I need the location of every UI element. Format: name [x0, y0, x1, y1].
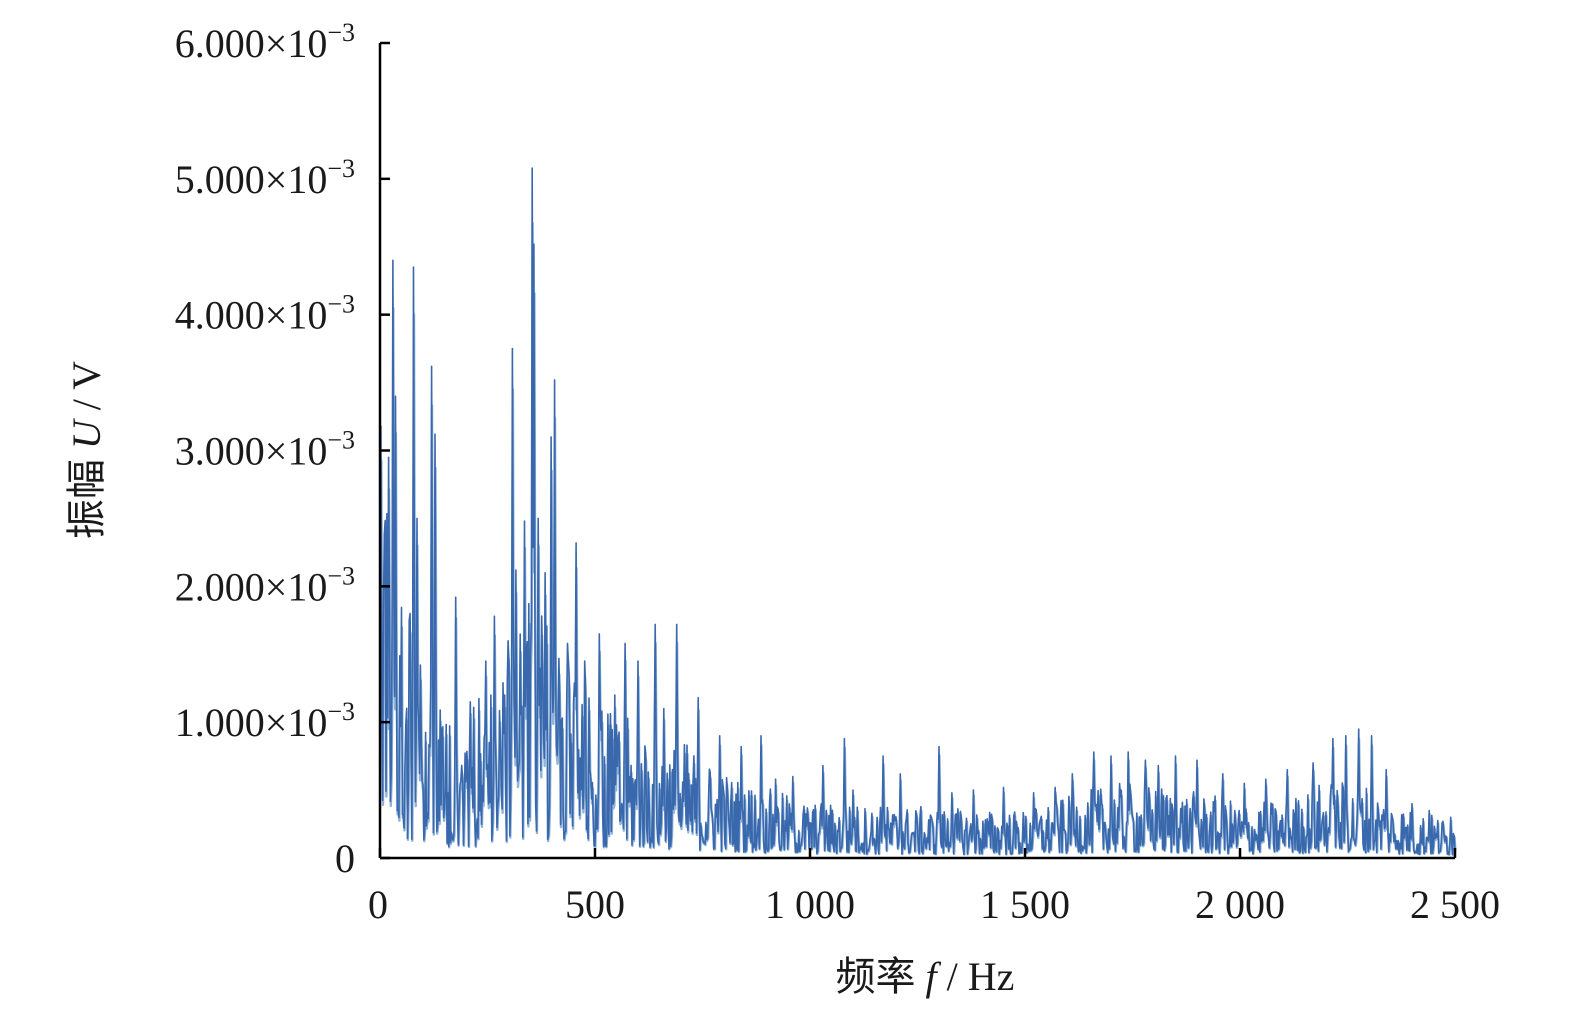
x-ticks: 0 500 1 000 1 500 2 000 2 500 [368, 848, 1500, 927]
y-tick-label-exponent: −3 [327, 697, 355, 726]
y-tick-label: 0 [335, 836, 355, 881]
y-tick-label: 1.000×10−3 [175, 697, 355, 745]
y-tick-label-mantissa: 4.000×10 [175, 293, 328, 338]
spectrum-line [379, 167, 1456, 856]
x-tick-label: 0 [368, 882, 388, 927]
x-axis-title: 频率 f / Hz [836, 954, 1015, 999]
y-tick-label-exponent: −3 [327, 561, 355, 590]
y-tick-label-mantissa: 3.000×10 [175, 429, 328, 474]
y-tick-label-exponent: −3 [327, 18, 355, 47]
axes: 01.000×10−32.000×10−33.000×10−34.000×10−… [175, 18, 1500, 927]
y-axis-title-variable: U [64, 417, 109, 449]
x-axis-title-variable: f [926, 954, 942, 999]
y-axis-title-prefix: 振幅 [64, 449, 109, 539]
y-tick-label-mantissa: 6.000×10 [175, 21, 328, 66]
x-tick-label: 2 500 [1410, 882, 1500, 927]
y-tick-label-mantissa: 5.000×10 [175, 157, 328, 202]
y-tick-label-exponent: −3 [327, 290, 355, 319]
x-tick-label: 1 500 [980, 882, 1070, 927]
y-tick-label-mantissa: 2.000×10 [175, 564, 328, 609]
x-tick-label: 500 [565, 882, 625, 927]
y-tick-label: 3.000×10−3 [175, 426, 355, 474]
x-tick-label: 2 000 [1195, 882, 1285, 927]
y-tick-label-mantissa: 1.000×10 [175, 700, 328, 745]
y-tick-label: 4.000×10−3 [175, 290, 355, 338]
spectrum-series [379, 167, 1457, 856]
y-tick-label-mantissa: 0 [335, 836, 355, 881]
x-tick-label: 1 000 [765, 882, 855, 927]
x-axis-title-prefix: 频率 [836, 954, 926, 999]
y-axis-title: 振幅 U / V [64, 361, 109, 539]
y-tick-label-exponent: −3 [327, 426, 355, 455]
y-tick-label: 6.000×10−3 [175, 18, 355, 66]
y-tick-label: 2.000×10−3 [175, 561, 355, 609]
y-tick-label-exponent: −3 [327, 154, 355, 183]
y-axis-title-unit: / V [64, 361, 109, 410]
y-tick-label: 5.000×10−3 [175, 154, 355, 202]
x-axis-title-unit: / Hz [947, 954, 1015, 999]
y-ticks: 01.000×10−32.000×10−33.000×10−34.000×10−… [175, 18, 390, 881]
